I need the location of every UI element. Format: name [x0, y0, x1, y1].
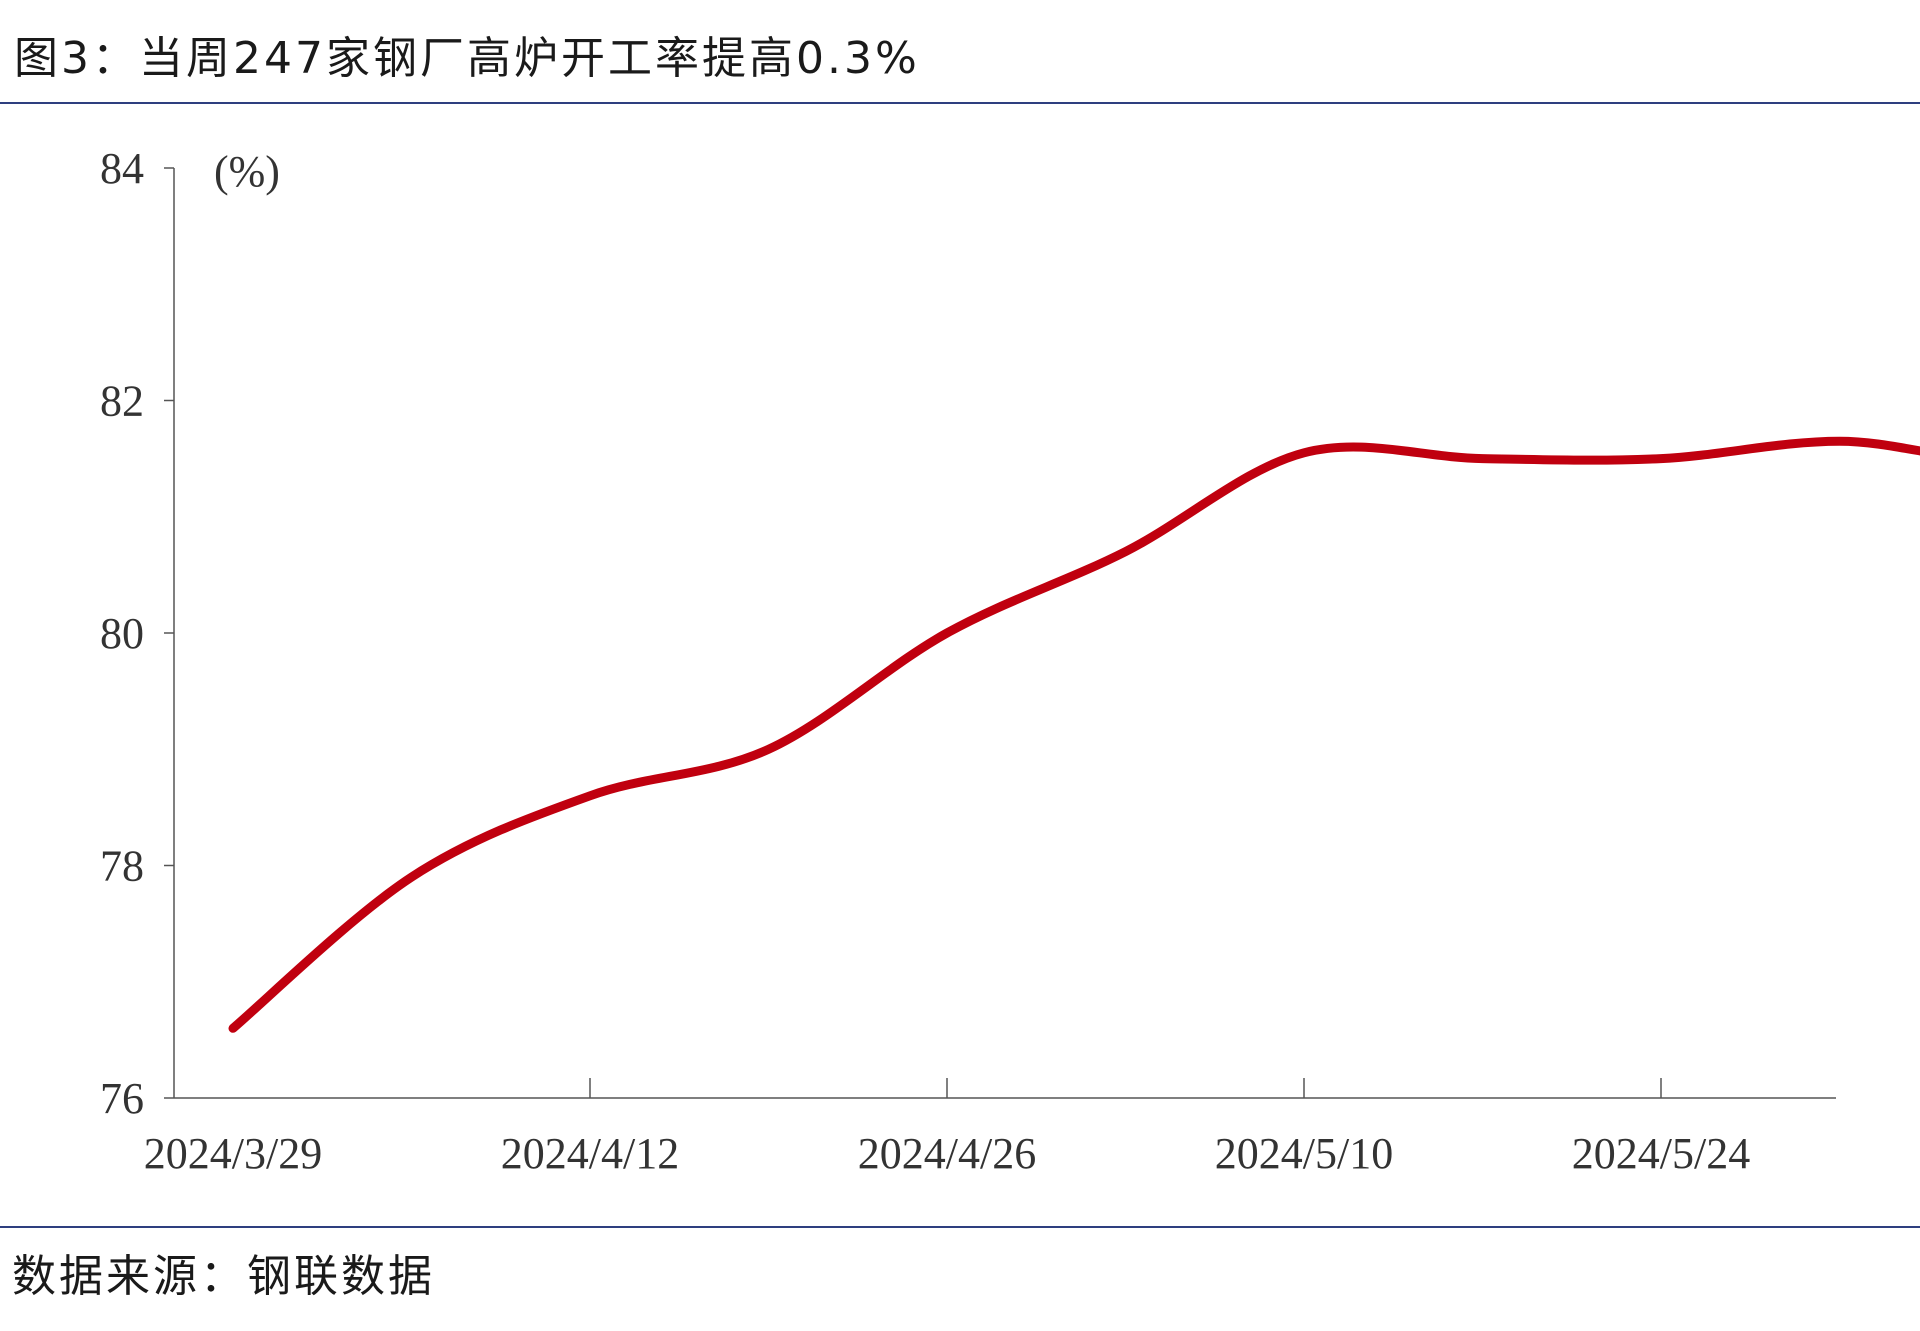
- x-tick-label: 2024/4/26: [858, 1129, 1036, 1178]
- data-point: [1657, 454, 1665, 463]
- series-line: [228, 436, 1920, 1033]
- x-axis-ticks: 2024/3/29 2024/4/12 2024/4/26 2024/5/10 2024…: [144, 1078, 1750, 1178]
- data-point: [1300, 448, 1308, 457]
- top-rule: [0, 102, 1920, 104]
- data-point: [1121, 547, 1130, 556]
- data-point: [229, 1024, 237, 1033]
- bottom-rule: [0, 1226, 1920, 1228]
- y-tick-label: 78: [100, 842, 144, 891]
- y-tick-label: 84: [100, 144, 144, 193]
- data-point: [764, 745, 773, 754]
- x-tick-label: 2024/4/12: [501, 1129, 679, 1178]
- data-point: [407, 873, 416, 882]
- data-point: [586, 791, 594, 800]
- series-points: [229, 437, 1844, 1033]
- y-tick-label: 80: [100, 609, 144, 658]
- y-tick-label: 76: [100, 1074, 144, 1123]
- x-tick-label: 2024/5/10: [1215, 1129, 1393, 1178]
- y-tick-label: 82: [100, 377, 144, 426]
- source-note: 数据来源：钢联数据: [12, 1251, 435, 1302]
- data-point: [1478, 454, 1487, 463]
- x-tick-label: 2024/5/24: [1572, 1129, 1750, 1178]
- y-axis-ticks: 76 78 80 82 84: [100, 144, 174, 1123]
- y-unit-label: (%): [214, 147, 280, 196]
- figure-title: 图3：当周247家钢厂高炉开工率提高0.3%: [14, 33, 920, 84]
- data-point: [1835, 437, 1844, 446]
- x-tick-label: 2024/3/29: [144, 1129, 322, 1178]
- data-point: [943, 629, 951, 637]
